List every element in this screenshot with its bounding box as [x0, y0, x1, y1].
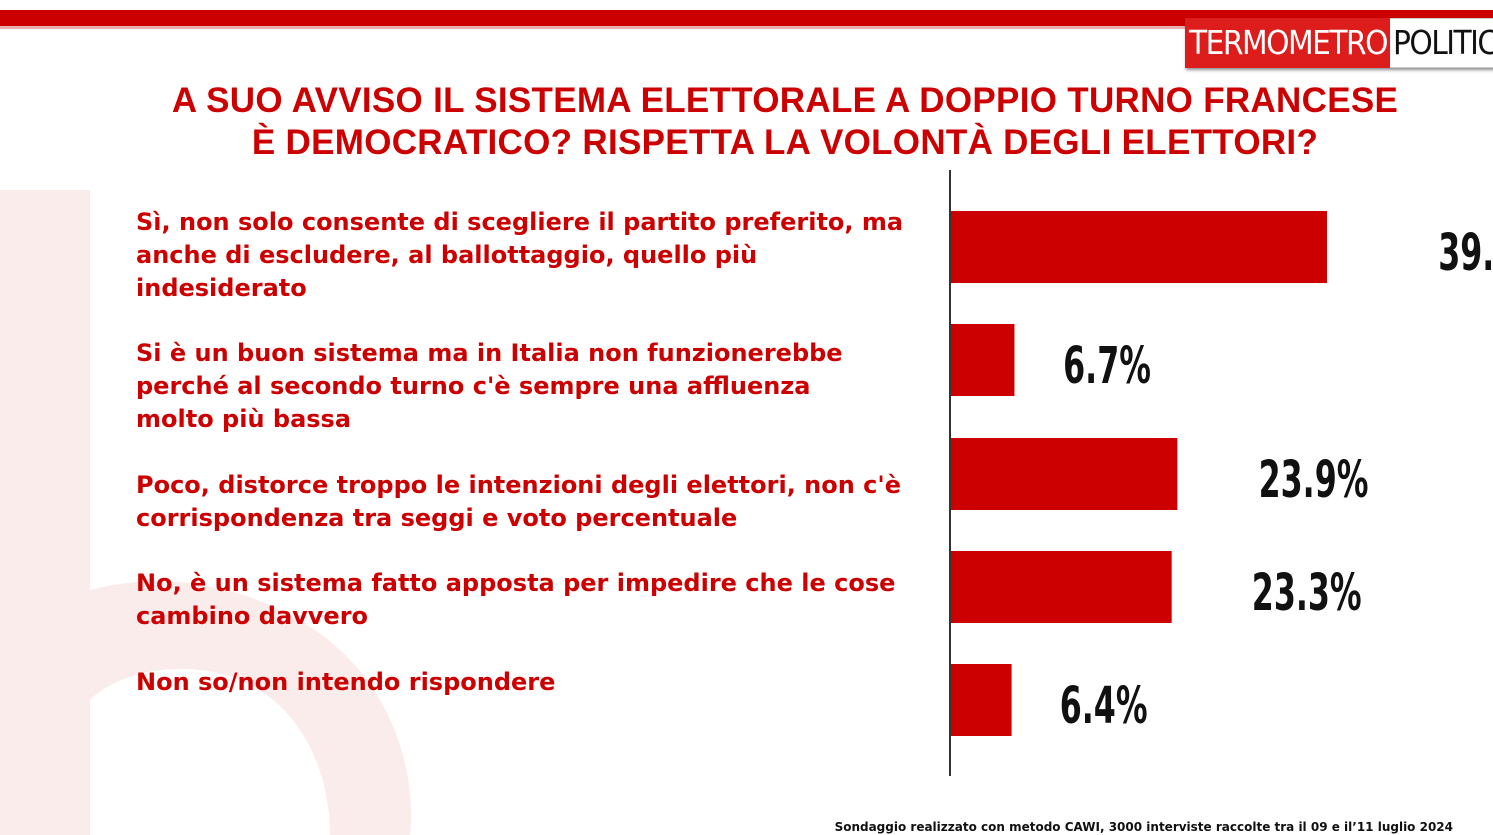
category-label-3-line-1: Poco, distorce troppo le intenzioni degl…	[136, 471, 902, 499]
chart-title: A SUO AVVISO IL SISTEMA ELETTORALE A DOP…	[100, 80, 1470, 164]
category-label-4-line-1: No, è un sistema fatto apposta per imped…	[136, 569, 896, 597]
category-axis-line	[949, 170, 951, 776]
category-label-1-line-1: Sì, non solo consente di scegliere il pa…	[136, 208, 904, 236]
category-label-3: Poco, distorce troppo le intenzioni degl…	[136, 469, 936, 535]
bar-5	[951, 664, 1012, 736]
top-accent-bar-shadow	[0, 26, 1493, 29]
chart-title-line-1: A SUO AVVISO IL SISTEMA ELETTORALE A DOP…	[171, 81, 1399, 120]
category-label-5-line-1: Non so/non intendo rispondere	[136, 668, 556, 696]
termometro-politico-logo: TERMOMETRO POLITICO	[1185, 18, 1493, 68]
category-label-5: Non so/non intendo rispondere	[136, 666, 936, 699]
category-label-4: No, è un sistema fatto apposta per imped…	[136, 567, 936, 633]
logo-part-termometro: TERMOMETRO	[1185, 18, 1390, 68]
bar-value-label-5: 6.4%	[1060, 678, 1148, 736]
bar-2	[951, 324, 1015, 396]
chart-title-line-2: È DEMOCRATICO? RISPETTA LA VOLONTÀ DEGLI…	[251, 123, 1319, 162]
category-label-1-line-2: anche di escludere, al ballottaggio, que…	[136, 241, 758, 269]
bar-4	[951, 551, 1172, 623]
category-label-1: Sì, non solo consente di scegliere il pa…	[136, 206, 936, 305]
category-label-3-line-2: corrispondenza tra seggi e voto percentu…	[136, 504, 738, 532]
bar-value-label-4: 23.3%	[1252, 565, 1362, 623]
category-label-4-line-2: cambino davvero	[136, 602, 369, 630]
bar-value-label-1: 39.7%	[1438, 225, 1491, 283]
bar-chart: 39.7% 6.7% 23.9% 23.3% 6.4%	[951, 211, 1491, 736]
category-label-2: Si è un buon sistema ma in Italia non fu…	[136, 337, 936, 436]
top-accent-bar	[0, 10, 1493, 26]
category-label-2-line-2: perché al secondo turno c'è sempre una a…	[136, 372, 811, 400]
bar-value-label-3: 23.9%	[1259, 452, 1369, 510]
footnote: Sondaggio realizzato con metodo CAWI, 30…	[834, 820, 1453, 834]
category-label-2-line-1: Si è un buon sistema ma in Italia non fu…	[136, 339, 843, 367]
category-label-2-line-3: molto più bassa	[136, 405, 352, 433]
background-watermark	[0, 190, 412, 835]
bar-value-label-2: 6.7%	[1063, 338, 1151, 396]
bar-3	[951, 438, 1178, 510]
bar-1	[951, 211, 1327, 283]
category-label-1-line-3: indesiderato	[136, 274, 307, 302]
logo-part-politico: POLITICO	[1390, 18, 1493, 68]
